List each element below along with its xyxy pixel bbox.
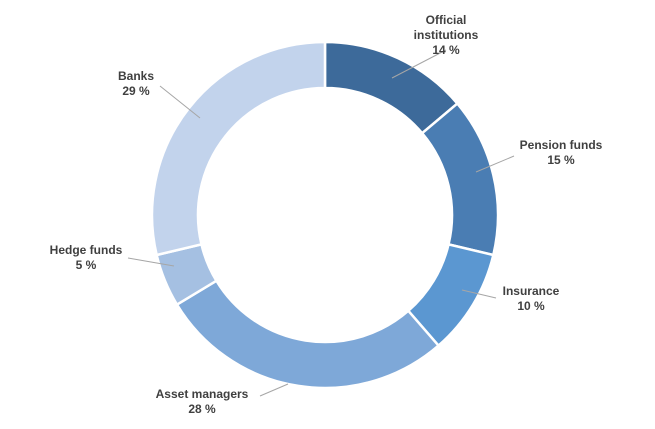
slice-value-insurance: 10 % [517, 299, 545, 313]
slice-label-official-institutions: Official [426, 13, 467, 27]
leader-line-banks [159, 85, 201, 119]
leader-line-asset-managers [259, 383, 289, 397]
leader-line-hedge-funds [127, 257, 175, 267]
slice-banks [150, 40, 327, 257]
slice-asset-managers [175, 279, 441, 390]
leader-line-pension-funds [475, 155, 515, 173]
slice-label-banks: Banks [118, 69, 154, 83]
slice-label-insurance: Insurance [503, 284, 560, 298]
leader-line-official-institutions [391, 49, 447, 79]
slice-value-official-institutions: 14 % [432, 43, 460, 57]
slice-value-banks: 29 % [122, 84, 150, 98]
slice-value-pension-funds: 15 % [547, 153, 575, 167]
slices-layer [150, 40, 500, 390]
slice-label-asset-managers: Asset managers [156, 387, 249, 401]
slice-label-pension-funds: Pension funds [520, 138, 603, 152]
leader-line-insurance [461, 289, 497, 299]
slice-pension-funds [420, 101, 500, 257]
slice-label-hedge-funds: Hedge funds [50, 243, 123, 257]
slice-value-hedge-funds: 5 % [76, 258, 97, 272]
slice-value-asset-managers: 28 % [188, 402, 216, 416]
slice-label-official-institutions: institutions [414, 28, 479, 42]
leader-lines-layer [127, 49, 515, 397]
